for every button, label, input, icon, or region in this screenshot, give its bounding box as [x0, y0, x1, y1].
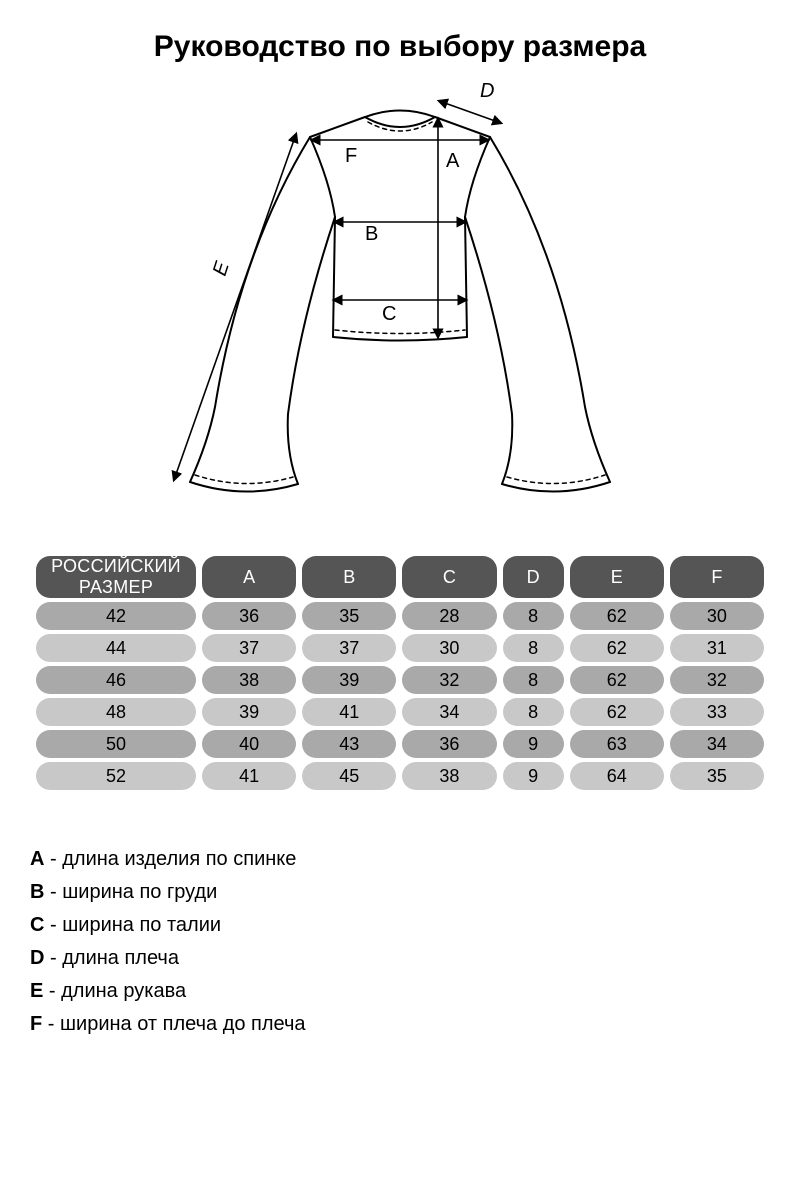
value-cell: 34: [402, 698, 496, 726]
col-header-a: A: [202, 556, 296, 598]
diagram-label-f: F: [345, 145, 357, 167]
legend-text: - ширина по талии: [44, 914, 221, 936]
table-row: 5241453896435: [36, 762, 764, 790]
value-cell: 45: [302, 762, 396, 790]
size-cell: 48: [36, 698, 196, 726]
page-title: Руководство по выбору размера: [30, 30, 770, 64]
value-cell: 37: [202, 634, 296, 662]
value-cell: 63: [570, 730, 664, 758]
size-cell: 46: [36, 666, 196, 694]
value-cell: 35: [302, 602, 396, 630]
value-cell: 8: [503, 698, 564, 726]
legend-key: C: [30, 914, 44, 936]
diagram-label-c: C: [382, 303, 396, 325]
size-cell: 44: [36, 634, 196, 662]
diagram-label-d: D: [480, 82, 494, 102]
value-cell: 35: [670, 762, 764, 790]
size-table: РОССИЙСКИЙ РАЗМЕР A B C D E F 4236352886…: [30, 552, 770, 794]
table-row: 4236352886230: [36, 602, 764, 630]
legend-text: - длина изделия по спинке: [44, 848, 296, 870]
value-cell: 9: [503, 762, 564, 790]
table-header-row: РОССИЙСКИЙ РАЗМЕР A B C D E F: [36, 556, 764, 598]
value-cell: 62: [570, 602, 664, 630]
legend-key: F: [30, 1013, 42, 1035]
value-cell: 43: [302, 730, 396, 758]
legend-row: E - длина рукава: [30, 976, 770, 1007]
table-row: 4638393286232: [36, 666, 764, 694]
value-cell: 8: [503, 666, 564, 694]
garment-diagram: F A B C D E: [30, 82, 770, 512]
value-cell: 62: [570, 698, 664, 726]
value-cell: 62: [570, 666, 664, 694]
size-cell: 52: [36, 762, 196, 790]
value-cell: 36: [402, 730, 496, 758]
value-cell: 8: [503, 602, 564, 630]
value-cell: 34: [670, 730, 764, 758]
legend-row: B - ширина по груди: [30, 877, 770, 908]
value-cell: 41: [202, 762, 296, 790]
value-cell: 32: [670, 666, 764, 694]
legend-key: B: [30, 881, 44, 903]
value-cell: 33: [670, 698, 764, 726]
legend-row: D - длина плеча: [30, 943, 770, 974]
legend-key: D: [30, 947, 44, 969]
value-cell: 9: [503, 730, 564, 758]
col-header-c: C: [402, 556, 496, 598]
value-cell: 8: [503, 634, 564, 662]
legend: A - длина изделия по спинкеB - ширина по…: [30, 844, 770, 1040]
value-cell: 62: [570, 634, 664, 662]
legend-key: E: [30, 980, 43, 1002]
size-guide-page: Руководство по выбору размера: [0, 0, 800, 1040]
size-column-header: РОССИЙСКИЙ РАЗМЕР: [36, 556, 196, 598]
table-row: 4437373086231: [36, 634, 764, 662]
value-cell: 64: [570, 762, 664, 790]
value-cell: 38: [202, 666, 296, 694]
table-row: 5040433696334: [36, 730, 764, 758]
value-cell: 37: [302, 634, 396, 662]
size-cell: 50: [36, 730, 196, 758]
legend-row: C - ширина по талии: [30, 910, 770, 941]
value-cell: 31: [670, 634, 764, 662]
value-cell: 36: [202, 602, 296, 630]
legend-key: A: [30, 848, 44, 870]
value-cell: 38: [402, 762, 496, 790]
value-cell: 32: [402, 666, 496, 694]
legend-row: F - ширина от плеча до плеча: [30, 1009, 770, 1040]
col-header-f: F: [670, 556, 764, 598]
legend-text: - длина плеча: [44, 947, 179, 969]
legend-text: - ширина от плеча до плеча: [42, 1013, 305, 1035]
legend-text: - длина рукава: [43, 980, 186, 1002]
legend-text: - ширина по груди: [44, 881, 217, 903]
col-header-e: E: [570, 556, 664, 598]
diagram-label-e: E: [209, 258, 234, 278]
value-cell: 28: [402, 602, 496, 630]
col-header-d: D: [503, 556, 564, 598]
value-cell: 39: [202, 698, 296, 726]
value-cell: 41: [302, 698, 396, 726]
value-cell: 30: [402, 634, 496, 662]
value-cell: 40: [202, 730, 296, 758]
value-cell: 39: [302, 666, 396, 694]
value-cell: 30: [670, 602, 764, 630]
size-cell: 42: [36, 602, 196, 630]
col-header-b: B: [302, 556, 396, 598]
legend-row: A - длина изделия по спинке: [30, 844, 770, 875]
diagram-label-a: A: [446, 150, 460, 172]
garment-svg: F A B C D E: [120, 82, 680, 512]
table-row: 4839413486233: [36, 698, 764, 726]
diagram-label-b: B: [365, 223, 378, 245]
